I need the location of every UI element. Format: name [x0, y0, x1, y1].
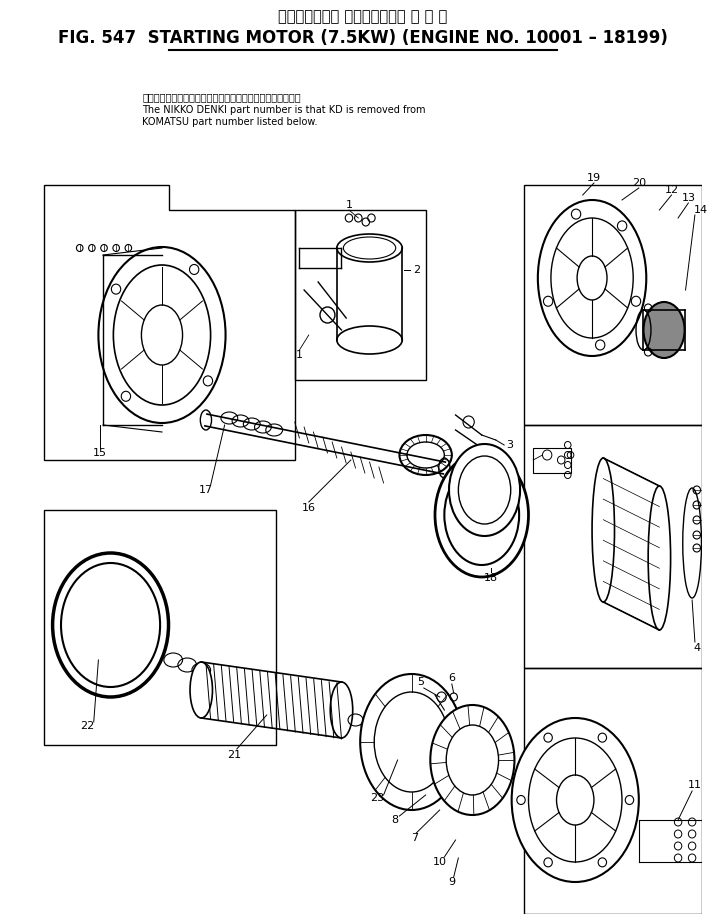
Text: FIG. 547  STARTING MOTOR (7.5KW) (ENGINE NO. 10001 – 18199): FIG. 547 STARTING MOTOR (7.5KW) (ENGINE … [58, 29, 668, 47]
Text: 1: 1 [346, 200, 353, 210]
Ellipse shape [190, 662, 213, 718]
Ellipse shape [435, 453, 529, 577]
Text: 15: 15 [93, 448, 107, 458]
Text: 10: 10 [433, 857, 446, 867]
Text: スターティング モータ　　　適 用 号 機: スターティング モータ 適 用 号 機 [278, 9, 448, 25]
Ellipse shape [643, 302, 685, 358]
Text: The NIKKO DENKI part number is that KD is removed from: The NIKKO DENKI part number is that KD i… [142, 105, 426, 115]
Ellipse shape [113, 265, 211, 405]
Bar [533, 448, 571, 473]
Ellipse shape [592, 458, 614, 602]
Ellipse shape [330, 682, 353, 738]
Text: 13: 13 [682, 193, 696, 203]
Text: 23: 23 [370, 793, 384, 803]
Ellipse shape [431, 705, 515, 815]
Text: 8: 8 [391, 815, 399, 825]
Ellipse shape [538, 200, 646, 356]
Text: 12: 12 [664, 185, 679, 195]
Ellipse shape [360, 674, 463, 810]
Text: 9: 9 [448, 877, 455, 887]
Text: 品番のメーカ記号ＫＤを除いたものが日興電機の品番です。: 品番のメーカ記号ＫＤを除いたものが日興電機の品番です。 [142, 92, 301, 102]
Text: 4: 4 [693, 643, 701, 653]
Text: 1: 1 [296, 350, 303, 360]
Text: 20: 20 [632, 178, 646, 188]
Text: 22: 22 [80, 721, 94, 731]
Text: 2: 2 [412, 265, 420, 275]
Text: KOMATSU part number listed below.: KOMATSU part number listed below. [142, 117, 318, 127]
Text: 21: 21 [227, 750, 241, 760]
Text: 18: 18 [484, 573, 498, 583]
Text: 14: 14 [693, 205, 708, 215]
Text: 5: 5 [417, 677, 425, 687]
Text: 19: 19 [587, 173, 601, 183]
Text: 7: 7 [411, 833, 418, 843]
Ellipse shape [648, 486, 671, 630]
Ellipse shape [337, 234, 402, 262]
Ellipse shape [337, 326, 402, 354]
Text: 17: 17 [199, 485, 213, 495]
Text: 3: 3 [506, 440, 513, 450]
Text: 16: 16 [302, 503, 316, 513]
Text: 6: 6 [449, 673, 455, 683]
Ellipse shape [449, 444, 520, 536]
Ellipse shape [512, 718, 639, 882]
Text: 11: 11 [688, 780, 702, 790]
